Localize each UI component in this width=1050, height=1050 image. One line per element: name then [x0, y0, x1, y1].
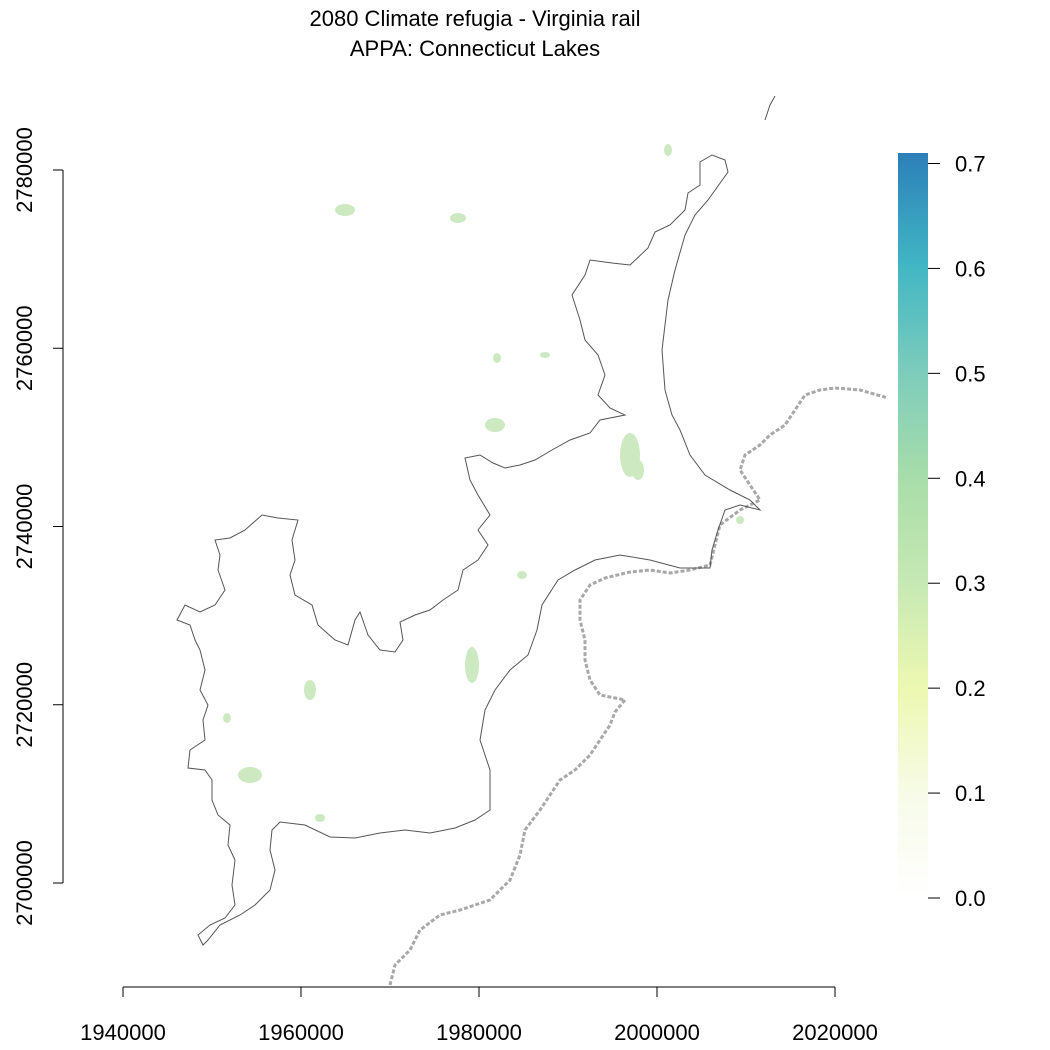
y-tick-label: 2700000 [12, 840, 37, 926]
legend-color-bar [898, 153, 928, 898]
y-axis: 2700000 2720000 2740000 2760000 2780000 [12, 127, 64, 926]
x-tick-label: 1980000 [436, 1020, 522, 1045]
x-axis: 1940000 1960000 1980000 2000000 2020000 [80, 986, 878, 1045]
refugia-patch [736, 516, 744, 524]
refugia-patch [315, 814, 325, 822]
state-boundary-dashed [388, 386, 889, 986]
refugia-patch [335, 204, 355, 216]
y-tick-label: 2780000 [12, 127, 37, 213]
refugia-patches [223, 144, 744, 822]
refugia-patch [223, 713, 231, 723]
refugia-patch [664, 144, 672, 156]
refugia-patch [493, 353, 501, 363]
y-tick-label: 2740000 [12, 484, 37, 570]
map-title-line1: 2080 Climate refugia - Virginia rail [309, 6, 641, 31]
refugia-patch [540, 352, 550, 358]
refugia-patch [485, 418, 505, 432]
x-tick-label: 2000000 [614, 1020, 700, 1045]
legend-axis: 0.0 0.1 0.2 0.3 0.4 0.5 0.6 0.7 [928, 151, 986, 911]
legend-tick-label: 0.2 [955, 676, 986, 701]
y-tick-label: 2760000 [12, 305, 37, 391]
legend-tick-label: 0.3 [955, 571, 986, 596]
legend-tick-label: 0.6 [955, 256, 986, 281]
x-tick-label: 1940000 [80, 1020, 166, 1045]
legend-tick-label: 0.7 [955, 151, 986, 176]
refugia-patch [304, 680, 316, 700]
legend-tick-label: 0.4 [955, 466, 986, 491]
boundary-fragment [764, 95, 776, 121]
refugia-patch [517, 571, 527, 579]
x-tick-label: 2020000 [792, 1020, 878, 1045]
refugia-patch [450, 213, 466, 223]
appa-boundary [176, 154, 762, 946]
legend-tick-label: 0.1 [955, 781, 986, 806]
x-tick-label: 1960000 [258, 1020, 344, 1045]
y-tick-label: 2720000 [12, 662, 37, 748]
refugia-patch [632, 460, 644, 480]
refugia-patch [238, 767, 262, 783]
legend-tick-label: 0.5 [955, 361, 986, 386]
legend-tick-label: 0.0 [955, 886, 986, 911]
map-title-line2: APPA: Connecticut Lakes [349, 36, 601, 61]
refugia-patch [465, 647, 479, 683]
